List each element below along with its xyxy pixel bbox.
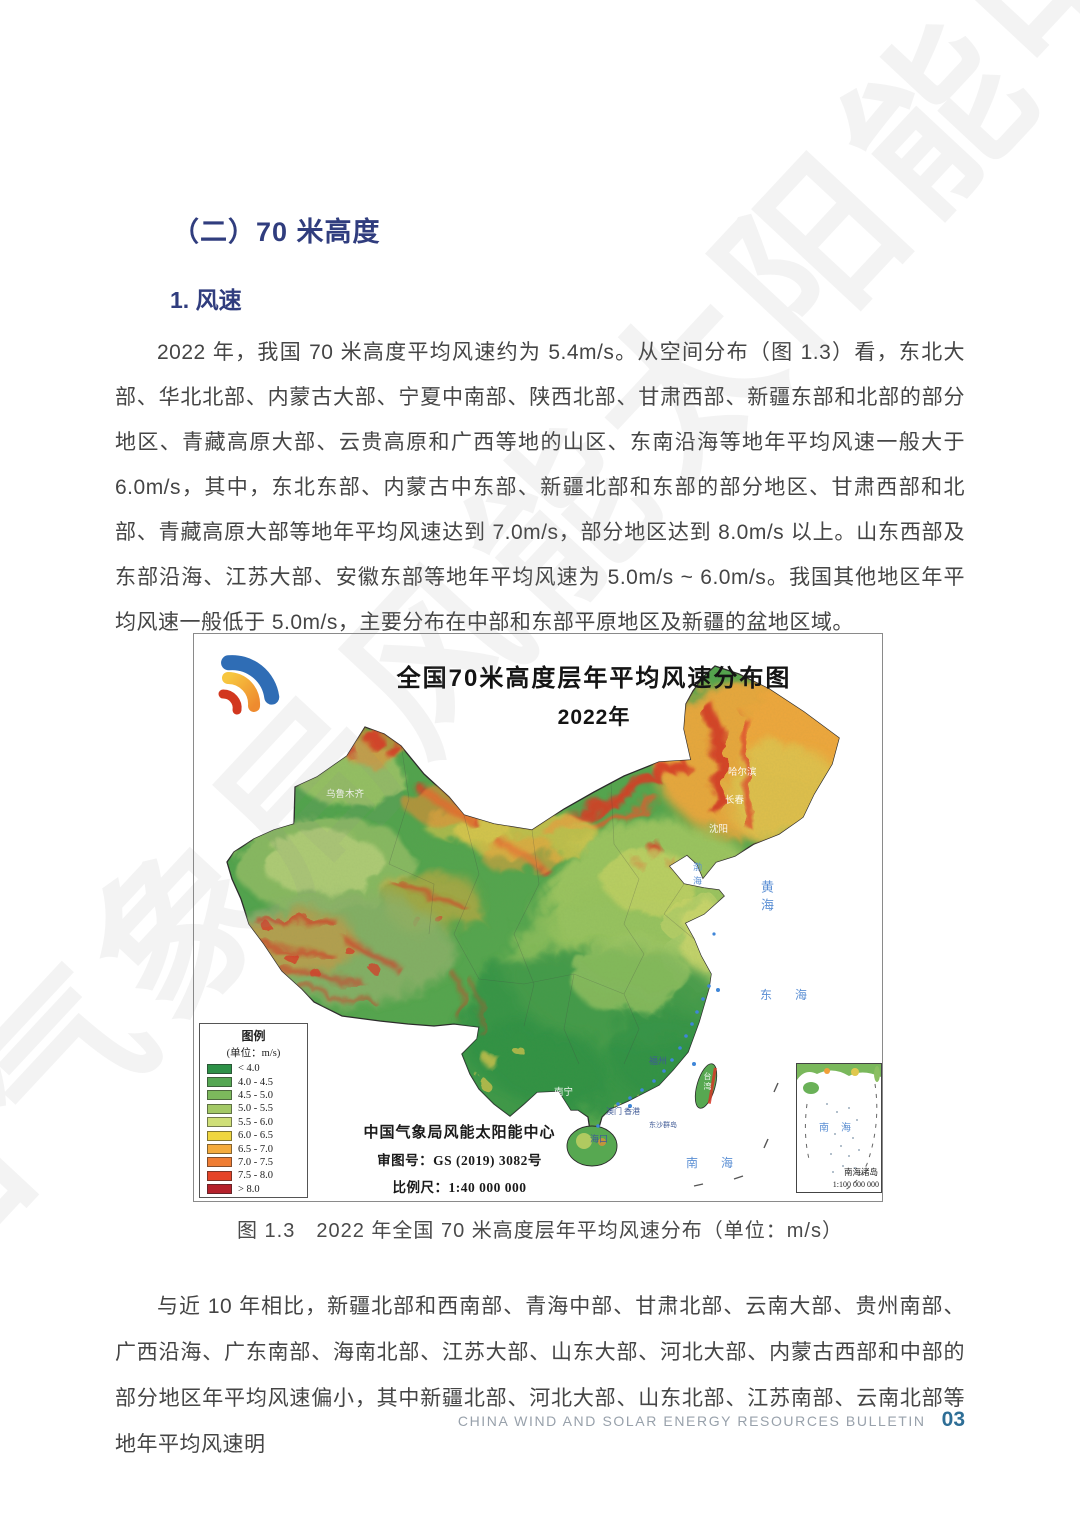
legend-swatch (207, 1130, 232, 1141)
legend-item: 5.5 - 6.0 (200, 1116, 307, 1129)
paragraph-comparison: 与近 10 年相比，新疆北部和西南部、青海中部、甘肃北部、云南大部、贵州南部、广… (115, 1295, 965, 1456)
legend-item: < 4.0 (200, 1062, 307, 1075)
islands (566, 1063, 718, 1167)
legend-swatch (207, 1144, 232, 1155)
legend-item: 6.5 - 7.0 (200, 1142, 307, 1155)
paragraph-wind-speed-overview: 2022 年，我国 70 米高度平均风速约为 5.4m/s。从空间分布（图 1.… (115, 341, 965, 634)
inset-sea-label: 南海 (819, 1123, 863, 1134)
legend-swatch (207, 1184, 232, 1195)
china-wind-map-art (226, 665, 840, 1187)
legend-title: 图例 (241, 1029, 266, 1043)
legend-unit: (单位：m/s) (226, 1048, 281, 1059)
south-china-sea-inset: 南海 南海诸岛 1:100 000 000 (796, 1063, 882, 1193)
figure-caption: 图 1.3 2022 年全国 70 米高度层年平均风速分布（单位：m/s） (237, 1220, 843, 1242)
figure-wind-speed-map: 全国70米高度层年平均风速分布图 2022年 图例 (单位：m/s) < 4.0… (193, 633, 883, 1202)
legend-swatch (207, 1063, 232, 1074)
attribution-scale: 比例尺：1:40 000 000 (392, 1180, 527, 1195)
map-year: 2022年 (557, 706, 631, 729)
map-attribution: 中国气象局风能太阳能中心 审图号：GS (2019) 3082号 比例尺：1:4… (302, 1121, 617, 1196)
footer-bulletin-title: CHINA WIND AND SOLAR ENERGY RESOURCES BU… (457, 1413, 926, 1429)
legend-item: > 8.0 (200, 1183, 307, 1196)
section-heading: （二）70 米高度 (172, 217, 381, 247)
inset-art (797, 1064, 881, 1191)
legend-item: 4.5 - 5.0 (200, 1089, 307, 1102)
legend-item: 7.0 - 7.5 (200, 1156, 307, 1169)
legend-swatch (207, 1103, 232, 1114)
attribution-license: 审图号：GS (2019) 3082号 (377, 1153, 542, 1168)
province-boundaries (388, 728, 695, 1065)
legend-swatch (207, 1170, 232, 1181)
legend-item: 7.5 - 8.0 (200, 1169, 307, 1182)
attribution-center: 中国气象局风能太阳能中心 (363, 1124, 556, 1141)
page-footer: CHINA WIND AND SOLAR ENERGY RESOURCES BU… (458, 1408, 965, 1432)
cma-wind-solar-logo (218, 655, 280, 715)
legend-swatch (207, 1090, 232, 1101)
boundary-dashes (693, 1082, 779, 1187)
legend-item: 6.0 - 6.5 (200, 1129, 307, 1142)
legend-swatch (207, 1157, 232, 1168)
inset-islands-label: 南海诸岛 (843, 1167, 878, 1177)
legend-swatch (207, 1117, 232, 1128)
map-legend: 图例 (单位：m/s) < 4.0 4.0 - 4.5 4.5 - 5.0 5.… (199, 1023, 308, 1198)
legend-item: 5.0 - 5.5 (200, 1102, 307, 1115)
sub-heading: 1. 风速 (170, 287, 242, 313)
coastal-markers (596, 932, 720, 1128)
legend-swatch (207, 1077, 232, 1088)
map-title: 全国70米高度层年平均风速分布图 (396, 665, 792, 692)
footer-page-number: 03 (941, 1408, 965, 1431)
legend-item: 4.0 - 4.5 (200, 1075, 307, 1088)
inset-scale-label: 1:100 000 000 (832, 1180, 879, 1189)
